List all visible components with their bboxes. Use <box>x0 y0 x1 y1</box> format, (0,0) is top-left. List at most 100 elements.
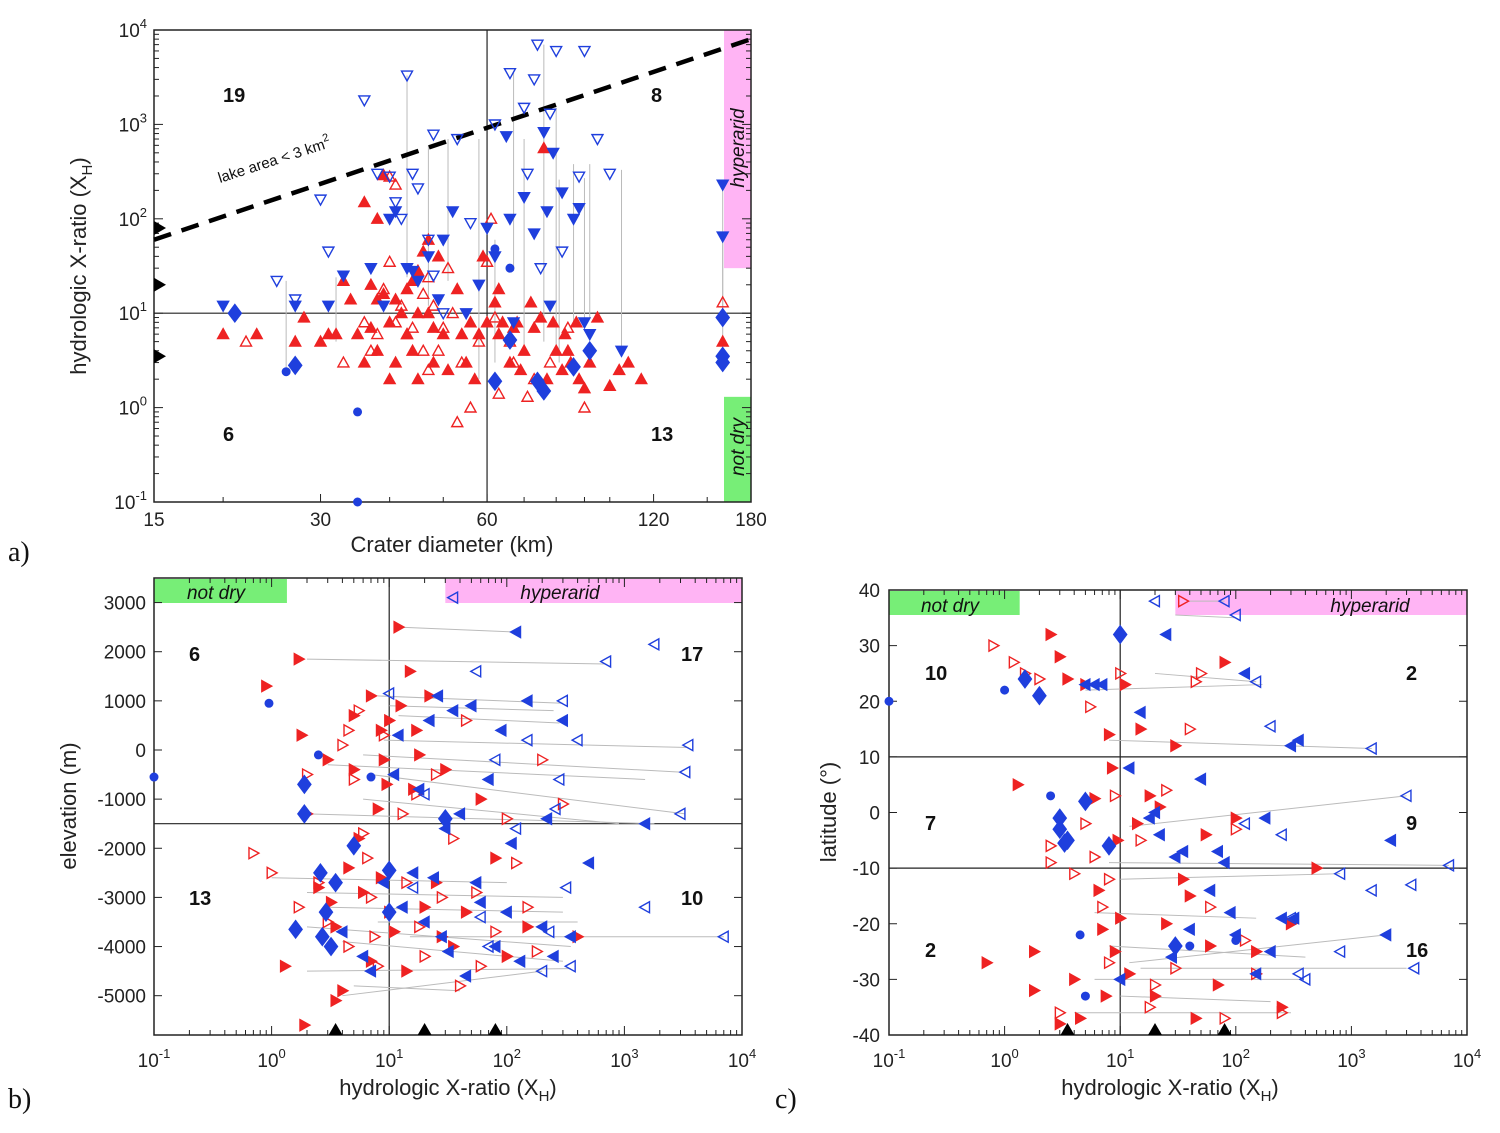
data-point-diamond <box>715 352 731 373</box>
data-point-tri-right <box>475 959 488 973</box>
data-point-tri-right <box>460 713 473 728</box>
data-point-tri-right <box>325 895 338 910</box>
data-point-tri-right <box>1230 822 1243 836</box>
panel-a-ytick-label: 102 <box>119 205 147 231</box>
panel-a-ytick-label-exp: 1 <box>140 299 147 314</box>
data-point-tri-right <box>475 792 488 806</box>
data-point-tri-right <box>293 900 306 914</box>
data-point-tri-up <box>405 320 420 333</box>
data-point-tri-up <box>621 355 635 368</box>
panel-b-frame <box>153 577 743 1036</box>
data-point-tri-left <box>1263 719 1276 733</box>
panel-a-ylabel-main: hydrologic X-ratio (X <box>66 175 91 375</box>
data-point-diamond <box>536 381 552 401</box>
panel-c-xtick-label-base: 10 <box>873 1051 894 1072</box>
data-point-tri-up <box>716 334 730 347</box>
data-point-tri-right <box>1045 627 1058 642</box>
panel-a-ylabel: hydrologic X-ratio (XH) <box>66 157 96 374</box>
panel-a-zone-hyperarid-fill <box>724 30 751 269</box>
panel-c-xtick-label-base: 10 <box>1222 1051 1243 1072</box>
data-point-tri-left <box>555 713 569 728</box>
panel-b-count-br: 10 <box>681 888 703 910</box>
panel-b-axis-marker <box>328 1023 343 1035</box>
data-point-tri-up <box>436 327 450 340</box>
panel-c-axis-marker <box>1217 1023 1232 1035</box>
data-point-tri-up <box>561 320 575 333</box>
data-point-circle <box>1000 685 1010 695</box>
data-point-tri-left <box>1217 594 1230 608</box>
data-point-tri-up <box>716 295 730 308</box>
data-point-tri-up <box>357 355 372 368</box>
data-point-tri-right <box>1097 900 1110 914</box>
data-point-tri-down <box>566 213 581 226</box>
data-point-tri-up <box>405 343 420 356</box>
data-point-tri-down <box>394 213 409 226</box>
data-point-tri-right <box>1311 861 1324 875</box>
panel-b-link <box>363 754 681 773</box>
panel-c-count-br: 16 <box>1406 940 1428 962</box>
data-point-tri-right <box>362 851 375 865</box>
data-point-tri-left <box>509 625 522 639</box>
data-point-tri-down <box>543 300 557 313</box>
data-point-tri-left <box>1176 844 1189 859</box>
data-point-tri-up <box>364 343 378 356</box>
panel-b-link <box>306 968 571 972</box>
data-point-tri-left <box>1291 733 1304 747</box>
data-point-circle <box>264 698 274 708</box>
data-point-diamond <box>323 936 339 957</box>
data-point-tri-right <box>266 866 279 880</box>
data-point-tri-right <box>522 920 535 934</box>
data-point-tri-right <box>1115 911 1128 925</box>
data-point-tri-up <box>450 282 464 295</box>
data-point-tri-up <box>546 315 560 328</box>
data-point-tri-right <box>501 949 514 964</box>
panel-c-link <box>1120 995 1271 1003</box>
data-point-tri-up <box>426 320 441 333</box>
data-point-tri-up <box>388 292 403 305</box>
panel-a-ytick-label-exp: 4 <box>140 16 147 31</box>
data-point-tri-up <box>492 386 506 399</box>
data-point-tri-right <box>1205 900 1218 914</box>
data-point-tri-right <box>358 885 371 900</box>
data-point-tri-left <box>446 590 459 605</box>
panel-b-xtick-label-base: 10 <box>375 1051 396 1072</box>
panel-a-zone-hyperarid: hyperarid <box>728 107 749 188</box>
data-point-tri-left <box>391 728 404 742</box>
data-point-tri-right <box>414 920 427 934</box>
panel-c-axis-marker <box>1060 1023 1075 1035</box>
data-point-tri-left <box>1210 844 1223 859</box>
data-point-tri-right <box>1170 961 1183 975</box>
panel-a-ytick-label-base: 10 <box>114 493 135 514</box>
data-point-tri-left <box>535 920 548 934</box>
data-point-tri-up <box>297 310 311 323</box>
panel-c-count-mr: 9 <box>1406 813 1417 835</box>
data-point-tri-down <box>376 300 391 313</box>
data-point-tri-left <box>335 925 348 939</box>
data-point-tri-down <box>520 168 535 181</box>
data-point-tri-up <box>441 363 455 376</box>
panel-c-count-ml: 7 <box>925 813 936 835</box>
data-point-tri-right <box>1276 1000 1289 1014</box>
data-point-tri-right <box>1097 922 1110 937</box>
data-point-tri-right <box>1205 939 1218 953</box>
data-point-tri-left <box>548 802 561 816</box>
data-point-tri-up <box>472 334 486 347</box>
data-point-tri-right <box>448 831 461 846</box>
data-point-tri-right <box>1149 989 1162 1003</box>
panel-c-link <box>1108 739 1372 750</box>
panel-b-plot <box>149 578 742 1035</box>
data-point-tri-down <box>527 74 541 87</box>
panel-b-count-tl: 6 <box>189 644 200 666</box>
data-point-tri-right <box>1161 917 1174 931</box>
panel-b-ytick-label: 2000 <box>104 643 146 664</box>
panel-c-xtick-label-exp: 3 <box>1358 1046 1365 1061</box>
data-point-tri-left <box>1238 816 1251 831</box>
panel-c-zone-not-dry-fill <box>889 591 1020 615</box>
data-point-tri-left <box>1148 594 1161 608</box>
data-point-tri-left <box>582 856 595 870</box>
data-point-tri-left <box>570 733 583 747</box>
data-point-tri-right <box>322 753 335 767</box>
data-point-tri-left <box>1379 928 1392 942</box>
data-point-tri-right <box>1112 833 1125 848</box>
data-point-tri-left <box>638 900 651 914</box>
